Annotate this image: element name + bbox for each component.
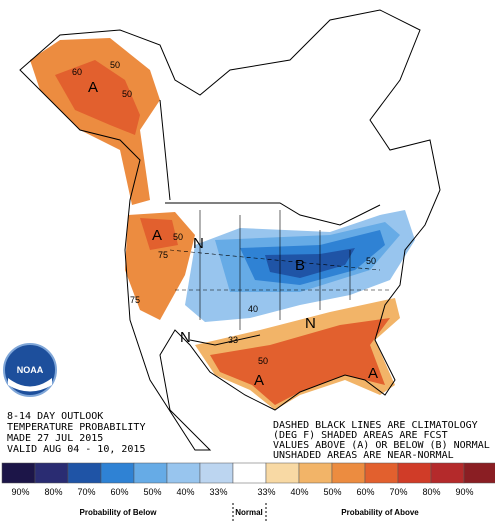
map-label: A	[152, 227, 162, 244]
note-line: DASHED BLACK LINES ARE CLIMATOLOGY	[273, 420, 478, 431]
note-line: UNSHADED AREAS ARE NEAR-NORMAL	[273, 450, 454, 461]
legend-label: 50%	[143, 487, 161, 497]
legend-label: 80%	[44, 487, 62, 497]
legend-label: 33%	[257, 487, 275, 497]
legend-swatch	[265, 462, 300, 484]
map-label: 50	[258, 356, 268, 366]
above-region	[210, 318, 390, 405]
title-block: 8-14 DAY OUTLOOK TEMPERATURE PROBABILITY…	[7, 411, 145, 455]
legend-swatch	[1, 462, 36, 484]
map-label: A	[368, 365, 378, 382]
map-label: 50	[366, 256, 376, 266]
legend-title: Probability of Below	[80, 508, 158, 517]
legend-swatch	[34, 462, 69, 484]
map-label: N	[193, 235, 204, 252]
title-line: VALID AUG 04 - 10, 2015	[7, 444, 145, 455]
note-line: (DEG F) SHADED AREAS ARE FCST	[273, 430, 448, 441]
legend-swatch	[199, 462, 234, 484]
legend-label: 40%	[290, 487, 308, 497]
border	[165, 202, 381, 226]
legend: 90% 80% 70% 60% 50% 40% 33% 33% 40% 50% 60% 70% 80% 9…	[1, 462, 495, 522]
title-line: 8-14 DAY OUTLOOK	[7, 411, 103, 422]
map-label: B	[295, 257, 305, 274]
title-line: MADE 27 JUL 2015	[7, 433, 103, 444]
legend-label: 33%	[209, 487, 227, 497]
map-label: 40	[248, 304, 258, 314]
map-label: A	[88, 79, 98, 96]
map-label: 60	[72, 67, 82, 77]
legend-label: 60%	[110, 487, 128, 497]
note-line: VALUES ABOVE (A) OR BELOW (B) NORMAL	[273, 440, 490, 451]
legend-swatch	[364, 462, 399, 484]
map-label: 75	[158, 250, 168, 260]
map-label: 50	[110, 60, 120, 70]
title-line: TEMPERATURE PROBABILITY	[7, 422, 145, 433]
legend-label: 50%	[323, 487, 341, 497]
logo-text: NOAA	[17, 365, 44, 375]
logo-wave	[8, 378, 52, 392]
legend-swatch	[397, 462, 432, 484]
shading	[30, 38, 415, 410]
legend-swatch	[331, 462, 366, 484]
legend-label: 40%	[176, 487, 194, 497]
noaa-logo: NOAA	[3, 343, 57, 397]
map-label: N	[305, 315, 316, 332]
state-lines	[199, 210, 351, 330]
notes-box	[270, 417, 475, 459]
border	[189, 334, 261, 346]
map-label: A	[254, 372, 264, 389]
map-label: N	[180, 329, 191, 346]
legend-swatch	[298, 462, 333, 484]
border	[159, 99, 171, 201]
map-label: 50	[122, 89, 132, 99]
legend-label: 90%	[11, 487, 29, 497]
legend-label: 90%	[455, 487, 473, 497]
legend-label: 70%	[389, 487, 407, 497]
map-labels: A 60 50 50 A 50 75 N B 50 40 N 33 50 A A…	[72, 60, 378, 389]
logo-circle	[3, 343, 57, 397]
legend-swatch	[232, 462, 267, 484]
climatology	[169, 249, 390, 291]
map-label: 75	[130, 295, 140, 305]
above-region	[140, 218, 178, 250]
legend-swatch	[100, 462, 135, 484]
coastline	[19, 9, 441, 451]
map-label: 50	[173, 232, 183, 242]
legend-label: 70%	[77, 487, 95, 497]
outlines	[19, 9, 441, 451]
legend-title: Probability of Above	[341, 508, 419, 517]
map-label: 33	[228, 335, 238, 345]
legend-label: 60%	[356, 487, 374, 497]
legend-title: Normal	[235, 508, 263, 517]
legend-swatch	[166, 462, 201, 484]
below-region	[265, 248, 355, 278]
legend-swatch	[430, 462, 465, 484]
legend-swatch	[67, 462, 102, 484]
legend-label: 80%	[422, 487, 440, 497]
above-region	[125, 212, 195, 320]
above-region	[55, 60, 140, 135]
notes: DASHED BLACK LINES ARE CLIMATOLOGY (DEG …	[270, 417, 490, 461]
legend-swatch	[463, 462, 495, 484]
legend-swatch	[133, 462, 168, 484]
